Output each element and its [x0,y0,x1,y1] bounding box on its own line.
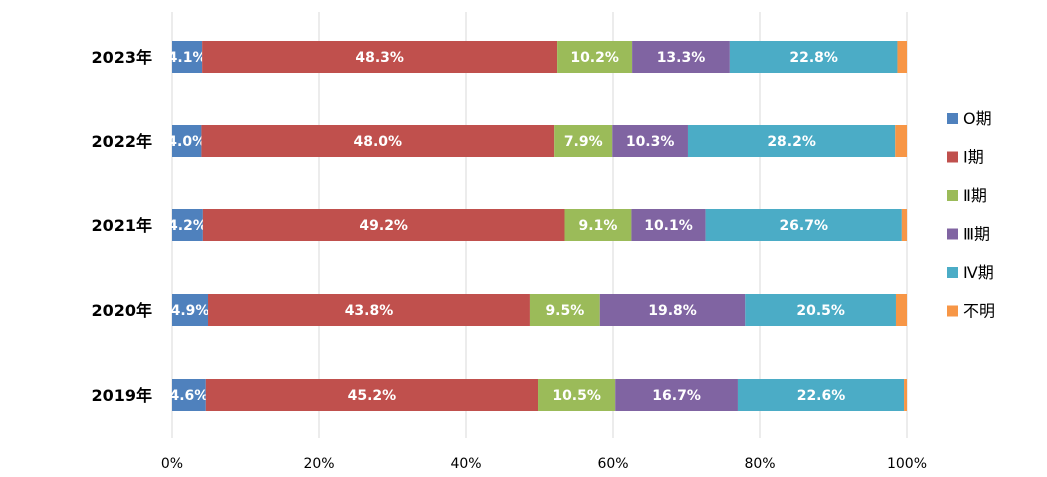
bar-segment [632,41,730,73]
bar-segment [172,294,209,326]
bar-segment [612,125,688,157]
x-tick-label: 0% [161,456,183,472]
legend-swatch [947,305,958,317]
bar-segment [615,379,738,411]
x-tick-label: 60% [597,456,628,472]
legend-swatch [947,190,958,201]
bar-segment [529,294,600,326]
data-label: 13.3% [657,50,706,66]
data-label: 28.2% [767,134,816,150]
category-label: 2019年 [91,386,152,405]
data-label: 20.5% [796,303,845,319]
legend-swatch [947,151,958,163]
legend-label: Ⅰ期 [963,148,984,167]
bars: 4.1% 48.3% 10.2% 13.3% 22.8% 4.0% 48.0% 7.9% 10.… [167,41,907,411]
data-label: 4.2% [168,218,207,234]
legend-swatch [947,228,958,240]
bar-segment [202,209,565,241]
bar-segment [205,379,539,411]
bar-segment [901,209,907,241]
data-label: 19.8% [648,303,697,319]
data-label: 7.9% [564,134,603,150]
data-label: 10.5% [552,388,601,404]
bar-segment [172,379,206,411]
category-label: 2023年 [91,48,152,67]
legend-swatch [947,267,958,278]
bar-segment [737,379,905,411]
category-label: 2020年 [91,301,152,320]
data-label: 22.8% [789,50,838,66]
bar-segment [564,209,632,241]
bar-segment [895,125,907,157]
bar-segment [705,209,902,241]
bar-segment [172,125,202,157]
data-label: 10.1% [644,218,693,234]
x-tick-label: 100% [887,456,927,472]
legend-label: Ⅱ期 [963,186,987,205]
category-label: 2022年 [91,132,152,151]
data-label: 22.6% [797,388,846,404]
bar-segment [557,41,633,73]
data-label: 10.3% [626,134,675,150]
bar-segment [201,125,555,157]
bar-segment [208,294,530,326]
x-tick-label: 80% [744,456,775,472]
legend-swatch [947,113,958,124]
bar-segment [172,209,203,241]
bar-segment [729,41,898,73]
data-label: 26.7% [779,218,828,234]
x-tick-labels: 0% 20% 40% 60% 80% 100% [161,456,927,472]
category-labels: 2023年 2022年 2021年 2020年 2019年 [91,48,152,405]
bar-segment [745,294,896,326]
x-tick-label: 20% [303,456,334,472]
bar-segment [172,41,203,73]
data-label: 49.2% [359,218,408,234]
data-label: 48.0% [354,134,403,150]
bar-segment [202,41,558,73]
data-label: 9.1% [579,218,618,234]
legend-label: Ⅳ期 [963,263,994,282]
data-label: 4.9% [171,303,210,319]
legend-label: O期 [963,109,992,128]
category-label: 2021年 [91,216,152,235]
legend-label: Ⅲ期 [963,225,990,244]
bar-segment [554,125,613,157]
legend-label: 不明 [963,302,995,321]
bar-segment [895,294,907,326]
data-label: 4.6% [169,388,208,404]
data-label: 4.1% [168,50,207,66]
bar-segment [687,125,896,157]
bar-segment [904,379,907,411]
x-tick-label: 40% [450,456,481,472]
bar-segment [631,209,706,241]
data-label: 16.7% [652,388,701,404]
bar-segment [538,379,616,411]
data-label: 48.3% [355,50,404,66]
bar-segment [897,41,907,73]
data-label: 43.8% [345,303,394,319]
data-label: 9.5% [545,303,584,319]
data-label: 10.2% [570,50,619,66]
bar-segment [599,294,746,326]
data-label: 45.2% [348,388,397,404]
data-label: 4.0% [167,134,206,150]
